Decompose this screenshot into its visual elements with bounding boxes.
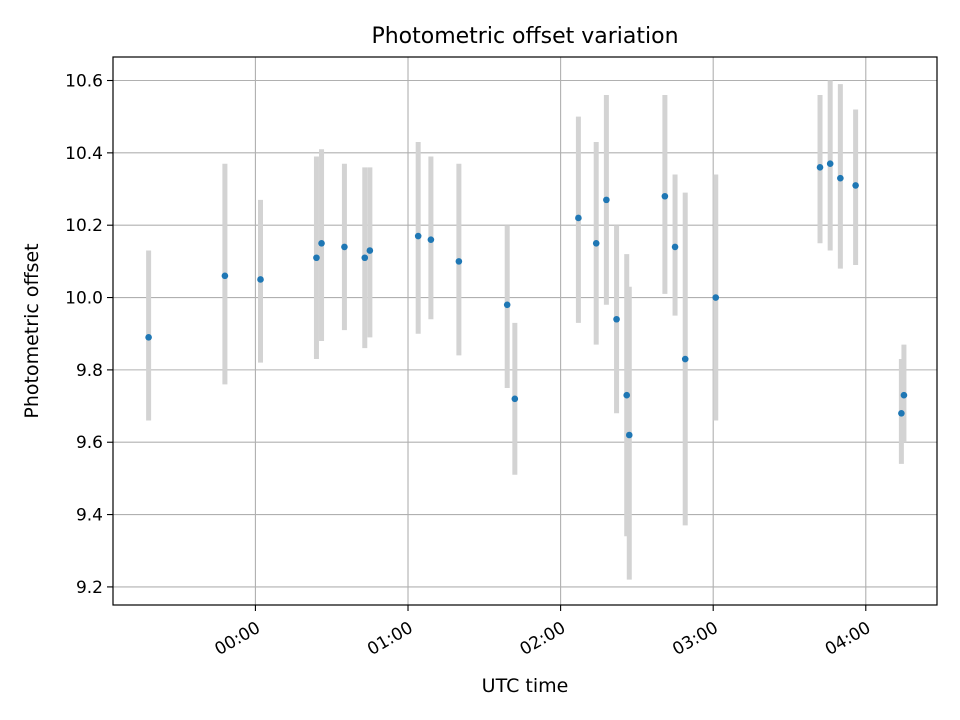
data-point	[852, 182, 859, 189]
y-tick-label: 9.4	[76, 506, 103, 526]
data-point	[712, 294, 720, 301]
data-point	[427, 236, 435, 243]
data-point	[837, 174, 844, 182]
data-point	[826, 160, 834, 168]
data-point	[145, 334, 152, 341]
data-point	[625, 431, 633, 439]
data-point	[313, 254, 320, 262]
y-tick-label: 9.8	[76, 361, 103, 381]
data-points	[145, 160, 908, 439]
y-tick-label: 10.0	[65, 289, 103, 309]
chart-title: Photometric offset variation	[371, 24, 678, 49]
data-point	[318, 239, 325, 247]
data-point	[623, 391, 631, 399]
plot-frame	[112, 56, 938, 606]
data-point	[681, 355, 689, 363]
y-tick-label: 9.2	[76, 578, 103, 598]
data-point	[816, 164, 824, 171]
data-point	[898, 409, 905, 417]
data-point	[575, 214, 582, 222]
data-point	[455, 258, 463, 265]
data-point	[671, 243, 679, 251]
y-tick-label: 9.6	[76, 433, 103, 453]
y-tick-label: 10.2	[65, 216, 103, 236]
data-point	[341, 243, 348, 251]
data-point	[366, 247, 374, 254]
y-tick-label: 10.6	[65, 72, 103, 92]
y-axis-label: Photometric offset	[21, 243, 43, 418]
data-point	[257, 276, 264, 283]
data-point	[603, 196, 610, 204]
data-point	[414, 232, 422, 240]
data-point	[592, 239, 600, 247]
x-axis-label: UTC time	[482, 675, 569, 697]
data-point	[613, 315, 620, 323]
data-point	[661, 192, 669, 200]
y-tick-label: 10.4	[65, 144, 103, 164]
data-point	[900, 391, 908, 399]
data-point	[221, 272, 229, 280]
data-point	[503, 301, 511, 309]
data-point	[511, 395, 519, 403]
data-point	[361, 254, 369, 262]
grid-lines	[113, 57, 937, 605]
y-axis-ticks: 9.2 9.4 9.6 9.8 10.0 10.2 10.4 10.6	[65, 72, 113, 598]
